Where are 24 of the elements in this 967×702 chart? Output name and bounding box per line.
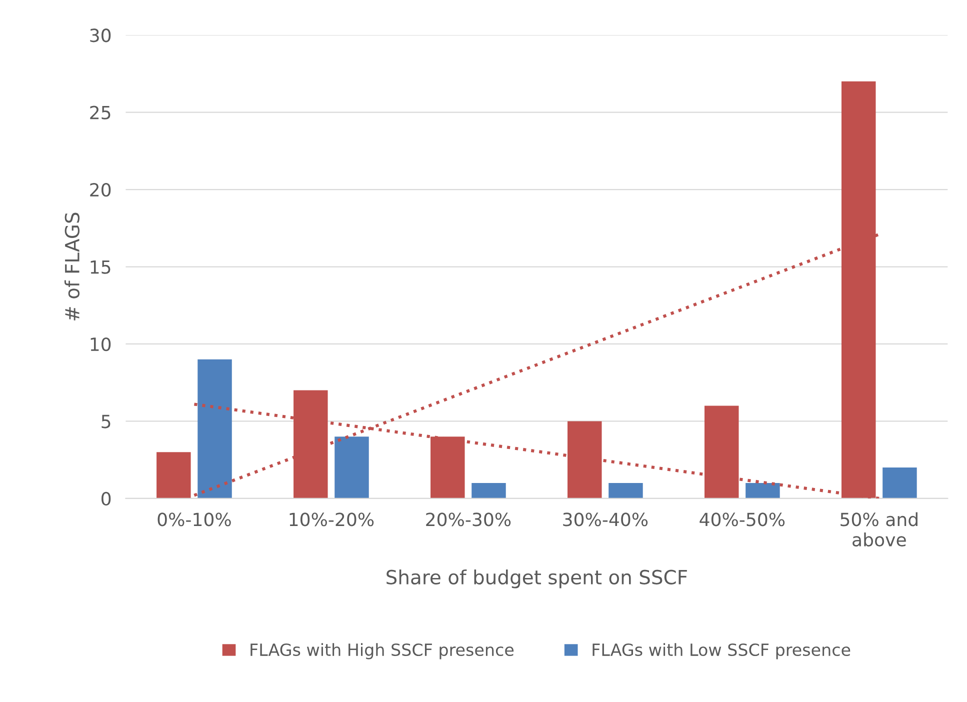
x-tick-label: 30%-40% (563, 512, 648, 526)
y-axis-title: # of FLAGS (64, 212, 80, 320)
y-tick-label: 15 (90, 260, 110, 274)
bar (472, 482, 506, 498)
y-tick-label: 20 (90, 183, 111, 197)
x-tick-label: 40%-50% (700, 512, 785, 526)
x-axis-title: Share of budget spent on SSCF (386, 569, 687, 588)
y-tick-label: 5 (102, 414, 110, 428)
x-tick-label: 10%-20% (290, 512, 374, 526)
legend-label: FLAGs with Low SSCF presence (592, 643, 850, 660)
y-tick-label: 30 (90, 28, 111, 42)
x-tick-label: 20%-30% (426, 512, 511, 526)
y-tick-label: 10 (90, 337, 111, 352)
bar (334, 436, 369, 498)
legend-label: FLAGs with High SSCF presence (250, 643, 514, 660)
bar (156, 452, 191, 498)
bar (608, 482, 643, 498)
y-tick-label: 25 (90, 106, 110, 120)
y-tick-label: 0 (102, 492, 111, 506)
bar (746, 482, 780, 498)
bar (882, 468, 917, 498)
x-tick-label: 50% and above (840, 512, 918, 547)
bar (198, 359, 232, 498)
x-tick-label: 0%-10% (158, 512, 231, 526)
